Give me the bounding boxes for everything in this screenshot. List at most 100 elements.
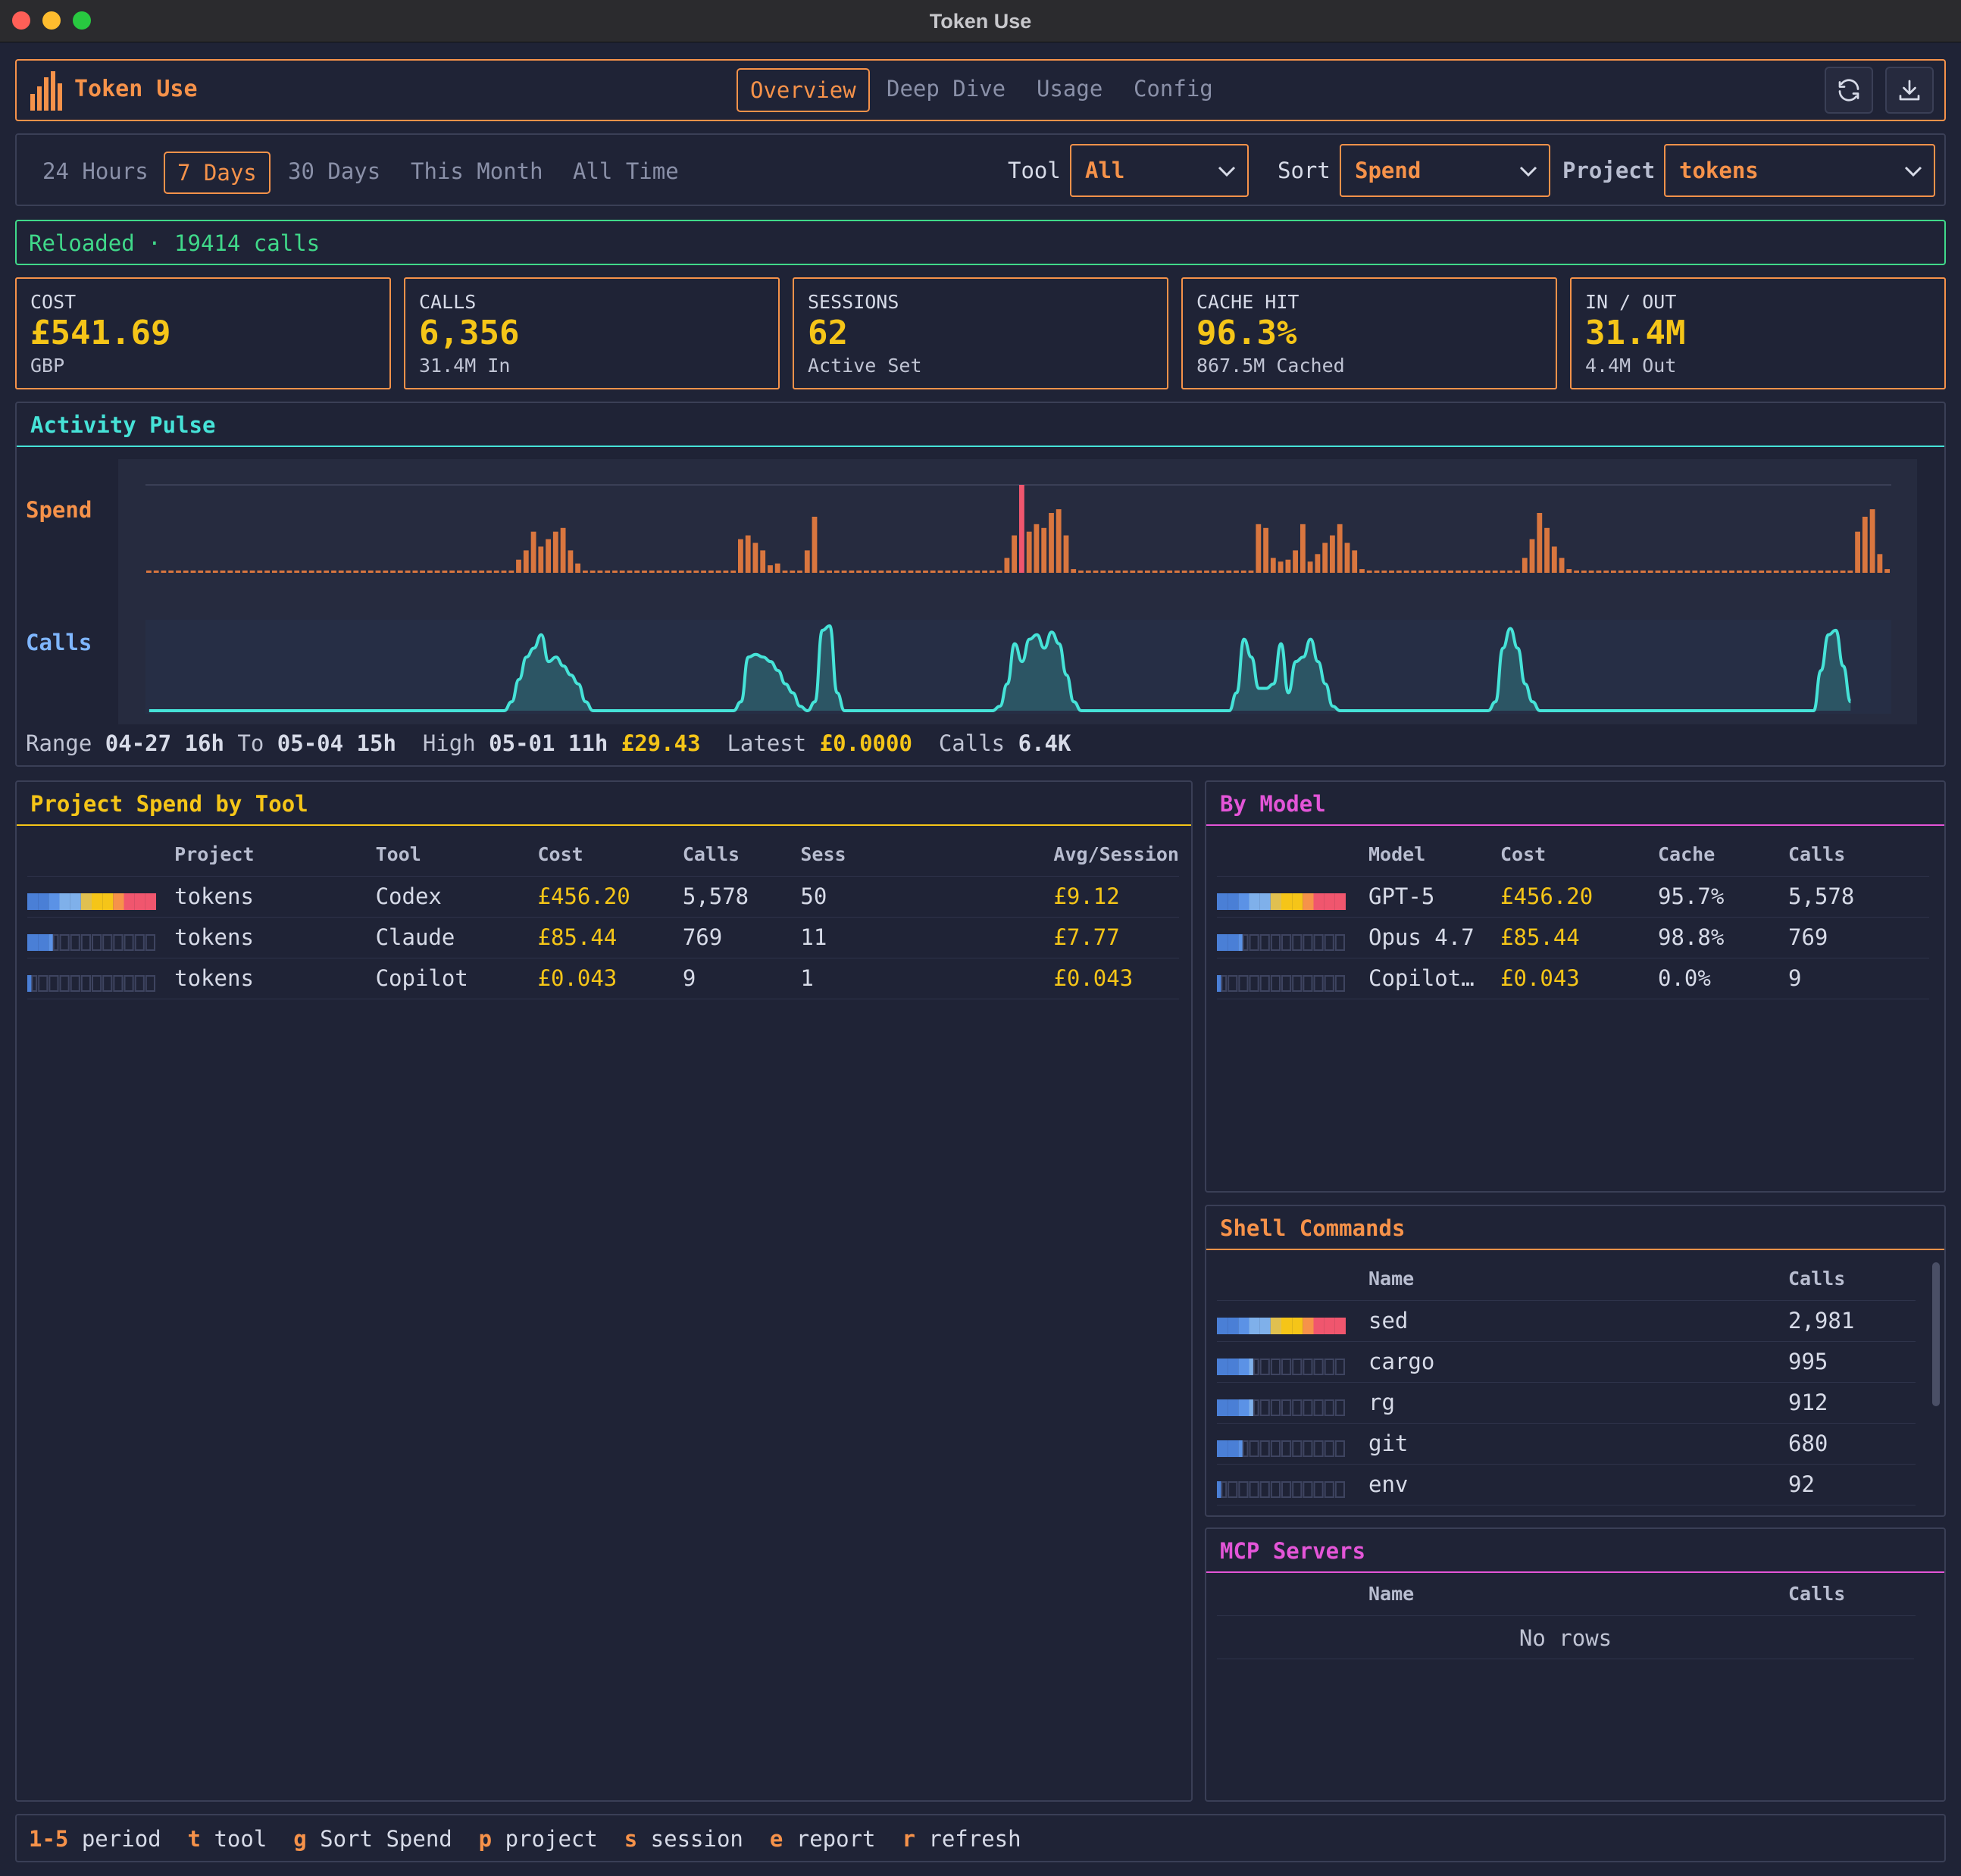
table-row[interactable]: sed 2,981 [1217,1300,1916,1342]
spend-bar [316,571,322,573]
model-cell: Copilot… [1368,958,1500,999]
keyboard-shortcuts-bar: 1-5 period t tool g Sort Spend p project… [15,1814,1946,1862]
column-header[interactable]: Calls [682,833,801,877]
spend-bar [782,571,788,573]
chevron-down-icon [1218,166,1236,177]
spend-bar [1884,569,1890,573]
stat-sub: 867.5M Cached [1196,355,1345,377]
column-header[interactable]: Cost [537,833,683,877]
spend-bar [1307,561,1313,573]
spend-bar [849,571,855,573]
column-header[interactable]: Avg/Session [1053,833,1179,877]
download-button[interactable] [1885,67,1934,114]
scrollbar[interactable] [1932,1262,1940,1406]
stat-card-cache-hit: CACHE HIT 96.3% 867.5M Cached [1181,277,1557,389]
spend-bar [1677,571,1683,573]
calls-cell: 5,578 [1788,876,1929,918]
spend-bar [1537,513,1543,573]
shell-commands-panel: Shell Commands Name Calls sed 2,981 carg… [1205,1205,1946,1517]
tool-select[interactable]: All [1070,144,1249,197]
table-row[interactable]: tokens Claude £85.44 769 11 £7.77 [27,917,1179,958]
stat-card-cost: COST £541.69 GBP [15,277,391,389]
tab-overview[interactable]: Overview [737,68,870,112]
name-cell: env [1368,1464,1788,1505]
spend-bar [1115,571,1121,573]
table-row[interactable]: cargo 995 [1217,1341,1916,1383]
table-row[interactable]: Opus 4.7 £85.44 98.8% 769 [1217,917,1929,958]
spend-bar [612,571,618,573]
table-row[interactable]: env 92 [1217,1464,1916,1505]
table-row[interactable]: git 680 [1217,1423,1916,1465]
column-header[interactable]: Cost [1500,833,1658,877]
column-header[interactable]: Project [174,833,376,877]
spend-bar [649,571,655,573]
cache-cell: 98.8% [1658,917,1788,958]
spend-bar [1411,571,1417,573]
spend-bar [701,571,706,573]
panel-title: Activity Pulse [30,412,216,438]
spend-bar [1078,571,1084,573]
calls-cell: 2,981 [1788,1300,1916,1342]
name-cell: git [1368,1423,1788,1465]
tab-deep-dive[interactable]: Deep Dive [887,76,1006,102]
spend-bar [1240,571,1246,573]
column-header[interactable]: Calls [1788,1573,1916,1616]
spend-bar [871,571,877,573]
spend-bar [1374,571,1380,573]
name-cell: cargo [1368,1341,1788,1383]
project-cell: tokens [174,917,376,958]
model-cell: Opus 4.7 [1368,917,1500,958]
table-row[interactable]: Copilot… £0.043 0.0% 9 [1217,958,1929,999]
spend-bar [1655,571,1661,573]
column-header[interactable]: Sess [800,833,1054,877]
tab-usage[interactable]: Usage [1037,76,1103,102]
minimize-window-button[interactable] [42,11,61,30]
column-header[interactable]: Calls [1788,1258,1916,1301]
spend-bar [1803,571,1809,573]
spend-bar [575,563,580,573]
spend-bar [449,571,455,573]
spend-bar [1093,571,1099,573]
spend-bar [227,571,233,573]
calls-cell: 5,578 [682,876,801,918]
cost-cell: £0.043 [537,958,683,999]
column-header[interactable]: Model [1368,833,1500,877]
table-row[interactable]: tokens Codex £456.20 5,578 50 £9.12 [27,876,1179,918]
column-header[interactable]: Tool [375,833,538,877]
column-header[interactable]: Calls [1788,833,1929,877]
project-select[interactable]: tokens [1664,144,1935,197]
spend-bar [1026,531,1032,573]
period-30-days[interactable]: 30 Days [288,158,381,184]
spend-bar [1389,571,1394,573]
spend-bar [324,571,330,573]
table-row[interactable]: GPT-5 £456.20 95.7% 5,578 [1217,876,1929,918]
period-this-month[interactable]: This Month [411,158,543,184]
sort-select[interactable]: Spend [1340,144,1550,197]
close-window-button[interactable] [12,11,30,30]
period-all-time[interactable]: All Time [573,158,679,184]
stat-value: 31.4M [1585,314,1686,352]
spend-bar [1122,571,1128,573]
column-header[interactable]: Name [1368,1258,1788,1301]
spend-bar [464,571,470,573]
spend-bar [1418,571,1424,573]
shortcut-key: r [902,1826,915,1852]
table-row[interactable]: rg 912 [1217,1382,1916,1424]
column-header[interactable]: Name [1368,1573,1788,1616]
high-label: High [422,730,476,756]
tool-cell: Copilot [375,958,538,999]
zoom-window-button[interactable] [73,11,91,30]
calls-cell: 92 [1788,1464,1916,1505]
period-24-hours[interactable]: 24 Hours [42,158,149,184]
period-7-days[interactable]: 7 Days [164,152,271,194]
tab-config[interactable]: Config [1134,76,1213,102]
panel-title: By Model [1220,791,1326,817]
column-header[interactable]: Cache [1658,833,1788,877]
table-row[interactable]: tokens Copilot £0.043 9 1 £0.043 [27,958,1179,999]
avg-session-cell: £9.12 [1053,876,1179,918]
share-bar [27,930,156,951]
activity-chart: Spend Calls [26,459,1917,724]
refresh-button[interactable] [1825,67,1873,114]
mcp-servers-table: Name Calls [1217,1573,1916,1616]
spend-bar [715,571,721,573]
